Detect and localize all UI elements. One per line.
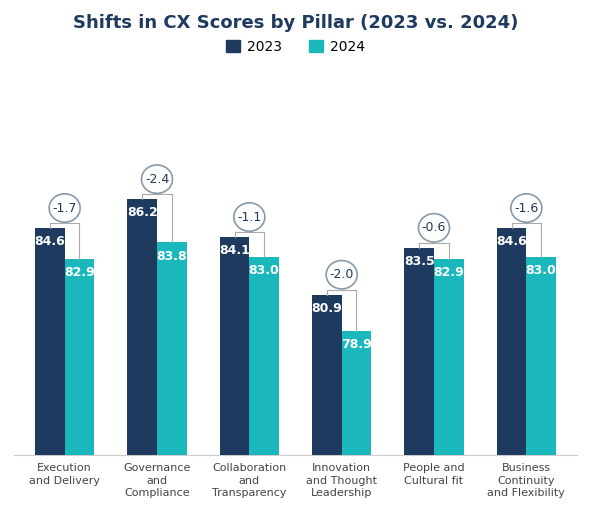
Ellipse shape: [418, 214, 450, 242]
Legend: 2023, 2024: 2023, 2024: [220, 34, 371, 59]
Ellipse shape: [49, 194, 80, 222]
Bar: [64, 259, 94, 512]
Text: 82.9: 82.9: [433, 266, 464, 279]
Text: 84.1: 84.1: [219, 244, 250, 257]
Ellipse shape: [234, 203, 265, 231]
Bar: [527, 257, 556, 512]
Bar: [434, 259, 463, 512]
Bar: [312, 294, 342, 512]
Text: -1.6: -1.6: [514, 202, 538, 215]
Text: -2.0: -2.0: [329, 268, 354, 281]
Bar: [497, 228, 527, 512]
Text: 80.9: 80.9: [311, 302, 342, 315]
Bar: [404, 248, 434, 512]
Text: 78.9: 78.9: [341, 338, 372, 351]
Bar: [35, 228, 64, 512]
Bar: [220, 237, 249, 512]
Ellipse shape: [511, 194, 542, 222]
Text: 83.0: 83.0: [526, 264, 557, 277]
Bar: [157, 242, 187, 512]
Text: 83.0: 83.0: [249, 264, 280, 277]
Bar: [249, 257, 279, 512]
Bar: [128, 199, 157, 512]
Text: -1.7: -1.7: [53, 202, 77, 215]
Text: -1.1: -1.1: [237, 210, 261, 224]
Text: 86.2: 86.2: [127, 206, 158, 219]
Text: -2.4: -2.4: [145, 173, 169, 186]
Title: Shifts in CX Scores by Pillar (2023 vs. 2024): Shifts in CX Scores by Pillar (2023 vs. …: [73, 14, 518, 32]
Ellipse shape: [141, 165, 173, 194]
Text: 83.5: 83.5: [404, 255, 434, 268]
Text: 83.8: 83.8: [157, 249, 187, 263]
Text: 84.6: 84.6: [496, 235, 527, 248]
Bar: [342, 331, 371, 512]
Text: 84.6: 84.6: [34, 235, 65, 248]
Ellipse shape: [326, 261, 357, 289]
Text: 82.9: 82.9: [64, 266, 95, 279]
Text: -0.6: -0.6: [422, 221, 446, 234]
